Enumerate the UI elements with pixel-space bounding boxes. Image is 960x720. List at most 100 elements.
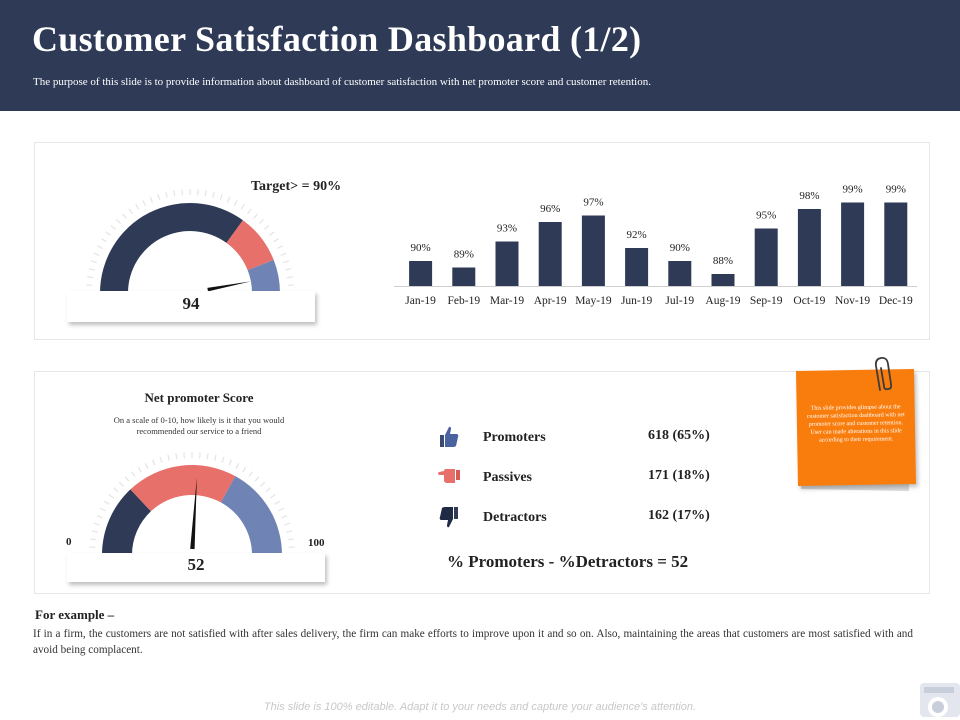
gauge-tick — [142, 200, 147, 206]
bar-group: 89% Feb-19 — [448, 249, 481, 308]
gauge-tick — [226, 196, 231, 203]
gauge-tick — [152, 459, 156, 466]
camera-icon — [920, 683, 960, 717]
gauge-tick — [157, 193, 161, 200]
bar-group: 99% Nov-19 — [835, 184, 870, 308]
bar — [625, 248, 649, 286]
legend-value: 618 (65%) — [648, 428, 710, 443]
gauge-tick — [122, 213, 127, 219]
bar-group: 92% Jun-19 — [621, 229, 653, 307]
gauge-tick — [242, 466, 247, 473]
gauge-tick — [173, 190, 176, 197]
nps-subtitle: On a scale of 0-10, how likely is it tha… — [113, 415, 285, 436]
gauge-tick — [286, 530, 293, 533]
bar-data-label: 90% — [411, 242, 431, 254]
x-tick-label: Mar-19 — [490, 295, 525, 307]
bar — [841, 202, 865, 286]
gauge-tick — [110, 225, 116, 230]
bar-data-label: 90% — [670, 242, 690, 254]
gauge-tick — [273, 238, 279, 243]
gauge-tick — [103, 500, 110, 505]
satisfaction-gauge — [86, 189, 294, 294]
gauge-tick — [90, 538, 97, 541]
bar — [495, 241, 519, 286]
bar-data-label: 92% — [627, 229, 647, 241]
example-body: If in a firm, the customers are not sati… — [33, 628, 913, 656]
gauge-tick — [113, 487, 119, 493]
sticky-note: This slide provides glimpse about the cu… — [796, 368, 916, 487]
gauge-tick — [235, 462, 240, 469]
gauge-tick — [90, 260, 97, 264]
gauge-segment-red — [226, 220, 274, 271]
gauge-tick — [167, 454, 170, 461]
legend-promoters: Promoters 618 (65%) — [436, 424, 736, 454]
gauge-tick — [99, 507, 106, 512]
page-subtitle: The purpose of this slide is to provide … — [33, 76, 651, 88]
header-banner: Customer Satisfaction Dashboard (1/2) Th… — [0, 0, 960, 111]
bar-group: 90% Jul-19 — [665, 242, 694, 307]
gauge-tick — [283, 260, 290, 264]
nps-formula: % Promoters - %Detractors = 52 — [447, 552, 689, 571]
gauge-tick — [128, 208, 133, 215]
nps-scale-min: 0 — [66, 536, 72, 548]
footer-note: This slide is 100% editable. Adapt it to… — [263, 701, 697, 713]
bar — [797, 209, 821, 286]
gauge-tick — [277, 245, 283, 250]
gauge-needle — [207, 281, 251, 292]
gauge-tick — [248, 471, 254, 477]
bar-group: 96% Apr-19 — [534, 203, 567, 307]
gauge-tick — [270, 493, 276, 499]
gauge-segment-detractors — [102, 489, 151, 555]
bar — [884, 202, 908, 286]
gauge-tick — [130, 471, 136, 477]
gauge-tick — [233, 200, 238, 206]
bar-group: 93% Mar-19 — [490, 223, 525, 308]
bar-data-label: 97% — [583, 197, 603, 209]
x-tick-label: Jul-19 — [665, 295, 694, 307]
gauge-tick — [274, 500, 281, 505]
legend-label: Detractors — [483, 510, 547, 525]
x-tick-label: Jun-19 — [621, 295, 653, 307]
thumbs-down-icon — [439, 507, 458, 528]
bar-group: 88% Aug-19 — [705, 255, 740, 307]
gauge-needle — [190, 477, 197, 550]
gauge-tick — [258, 219, 264, 225]
nps-title: Net promoter Score — [144, 390, 254, 405]
example-title: For example – — [35, 607, 115, 622]
gauge-tick — [116, 219, 122, 225]
target-label: Target> = 90% — [251, 179, 342, 194]
gauge-tick — [144, 462, 149, 469]
bar-data-label: 99% — [843, 184, 863, 196]
gauge-tick — [284, 522, 291, 526]
bar — [754, 228, 778, 286]
gauge-tick — [165, 191, 168, 198]
gauge-tick — [286, 276, 293, 279]
x-tick-label: Aug-19 — [705, 295, 740, 307]
gauge-tick — [254, 476, 260, 482]
bar-group: 95% Sep-19 — [750, 210, 783, 308]
legend-value: 171 (18%) — [648, 468, 710, 483]
x-tick-label: Sep-19 — [750, 295, 783, 307]
thumbs-up-icon — [440, 426, 459, 447]
x-tick-label: Feb-19 — [448, 295, 481, 307]
legend-value: 162 (17%) — [648, 508, 710, 523]
gauge-tick — [260, 481, 266, 487]
gauge-tick — [96, 515, 103, 519]
gauge-tick — [287, 538, 294, 541]
x-tick-label: Oct-19 — [793, 295, 825, 307]
gauge-tick — [240, 204, 245, 210]
x-tick-label: May-19 — [575, 295, 612, 307]
bar-data-label: 95% — [756, 210, 776, 222]
bar — [538, 222, 562, 286]
gauge-tick — [206, 453, 209, 460]
x-tick-label: Nov-19 — [835, 295, 870, 307]
bar — [711, 274, 735, 286]
x-tick-label: Jan-19 — [405, 295, 436, 307]
satisfaction-value: 94 — [67, 291, 315, 322]
bar-data-label: 99% — [886, 184, 906, 196]
page-title: Customer Satisfaction Dashboard (1/2) — [32, 19, 642, 59]
gauge-tick — [87, 276, 94, 279]
gauge-segment-navy — [100, 203, 243, 293]
legend-label: Passives — [483, 470, 532, 485]
gauge-tick — [280, 252, 287, 257]
